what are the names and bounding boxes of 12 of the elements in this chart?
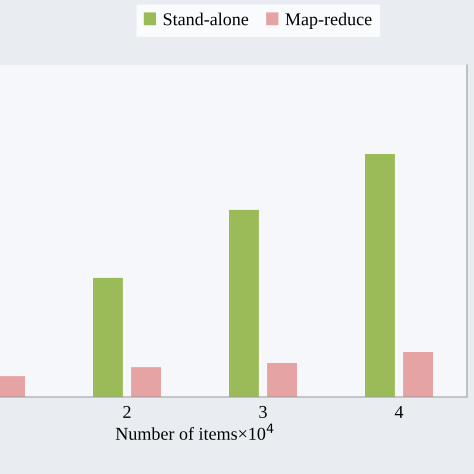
bar: [229, 210, 259, 397]
bar: [365, 154, 395, 397]
bar: [93, 278, 123, 397]
legend-label: Stand-alone: [164, 12, 248, 26]
bar: [267, 362, 297, 397]
x-tick-label: 4: [394, 406, 404, 418]
bar: [131, 367, 161, 397]
bar: [403, 352, 433, 397]
x-tick-label: 2: [123, 406, 131, 418]
legend-label: Map-reduce: [285, 12, 372, 30]
x-tick-label: 3: [259, 406, 267, 418]
x-axis-title: Number of items×10$^{4}$: [116, 424, 274, 440]
